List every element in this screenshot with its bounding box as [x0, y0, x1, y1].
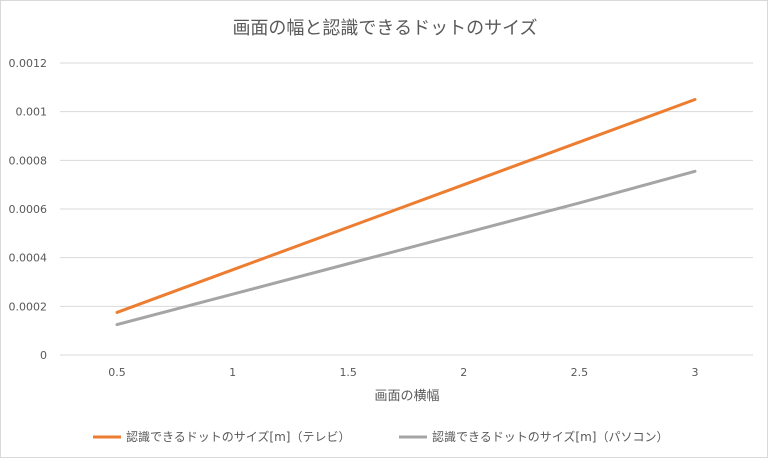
- legend-label-1: 認識できるドットのサイズ[m]（テレビ）: [126, 429, 350, 444]
- x-axis-ticks: 0.5 1 1.5 2 2.5 3: [108, 366, 698, 379]
- x-tick-label: 1: [229, 366, 236, 379]
- y-tick-label: 0.0002: [9, 300, 48, 313]
- y-tick-label: 0: [40, 349, 47, 362]
- x-tick-label: 2: [460, 366, 467, 379]
- legend: 認識できるドットのサイズ[m]（テレビ） 認識できるドットのサイズ[m]（パソコン…: [93, 429, 668, 444]
- y-tick-label: 0.0008: [9, 154, 48, 167]
- y-tick-label: 0.0012: [9, 57, 48, 70]
- x-tick-label: 1.5: [339, 366, 357, 379]
- x-tick-label: 3: [692, 366, 699, 379]
- chart-title: 画面の幅と認識できるドットのサイズ: [232, 18, 537, 39]
- y-tick-label: 0.0006: [9, 203, 48, 216]
- series-lines: [115, 98, 697, 327]
- x-tick-label: 0.5: [108, 366, 126, 379]
- gridlines: [60, 62, 753, 356]
- x-axis-label: 画面の横幅: [374, 389, 439, 404]
- series-line-2: [115, 169, 697, 327]
- legend-label-2: 認識できるドットのサイズ[m]（パソコン）: [432, 429, 668, 444]
- y-tick-label: 0.001: [16, 106, 48, 119]
- x-tick-label: 2.5: [571, 366, 589, 379]
- y-axis-ticks: 0 0.0002 0.0004 0.0006 0.0008 0.001 0.0012: [9, 57, 48, 362]
- series-line-1: [115, 98, 697, 314]
- y-tick-label: 0.0004: [9, 252, 48, 265]
